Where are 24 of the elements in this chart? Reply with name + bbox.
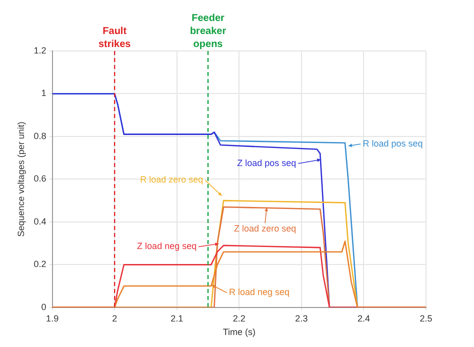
x-tick-label: 2.4 xyxy=(357,313,370,324)
legend-label: R load pos seq xyxy=(362,138,423,148)
x-tick-label: 2 xyxy=(112,313,118,324)
ref-line-label: Feeder breaker opens xyxy=(190,12,226,50)
legend-label: R load neg seq xyxy=(228,287,290,298)
y-tick-label: 0.2 xyxy=(34,259,46,270)
y-tick-label: 1.2 xyxy=(34,45,46,56)
series-label: Z load pos seq xyxy=(237,158,296,168)
y-tick-label: 0 xyxy=(41,302,46,312)
series-label: Z load zero seq xyxy=(234,224,296,234)
series-label: Z load neg seq xyxy=(137,241,197,252)
y-tick-label: 1 xyxy=(41,88,46,98)
y-tick-label: 0.6 xyxy=(34,174,46,184)
text: R load zero seq xyxy=(140,174,204,185)
y-tick-label: 0.4 xyxy=(34,216,46,226)
x-tick-label: 2.5 xyxy=(420,313,432,324)
x-axis-title: Time (s) xyxy=(222,327,256,338)
x-tick-label: 2.1 xyxy=(170,313,184,324)
x-tick-label: 2.2 xyxy=(232,313,246,324)
y-tick-label: 0.8 xyxy=(34,130,46,141)
ref-line-label: Fault strikes xyxy=(98,26,132,50)
x-tick-label: 2.3 xyxy=(295,313,308,324)
x-tick-label: 1.9 xyxy=(46,313,59,324)
y-axis-title: Sequence voltages (per unit) xyxy=(16,122,26,237)
